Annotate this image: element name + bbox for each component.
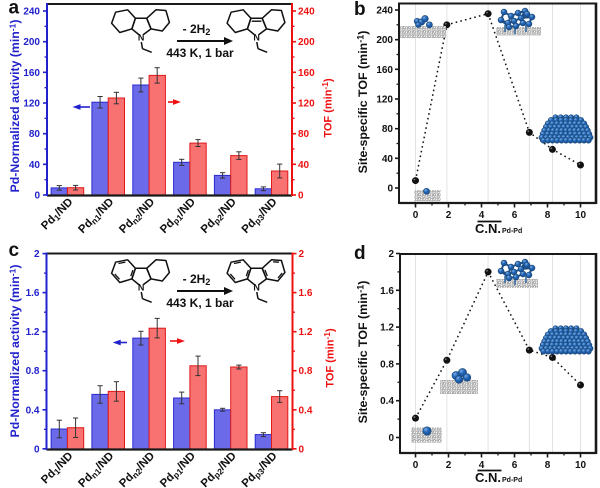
svg-text:200: 200 xyxy=(23,37,40,48)
svg-text:8: 8 xyxy=(545,460,551,471)
svg-text:0: 0 xyxy=(299,444,305,455)
svg-text:1.2: 1.2 xyxy=(380,323,394,334)
svg-text:0: 0 xyxy=(34,444,40,455)
svg-text:1.6: 1.6 xyxy=(299,288,313,299)
svg-text:1.6: 1.6 xyxy=(26,288,40,299)
svg-text:0.4: 0.4 xyxy=(299,405,313,416)
svg-text:N: N xyxy=(253,32,260,42)
svg-text:160: 160 xyxy=(376,65,393,76)
svg-text:0.8: 0.8 xyxy=(299,366,313,377)
svg-text:N: N xyxy=(253,282,260,292)
svg-text:1.2: 1.2 xyxy=(26,327,40,338)
svg-text:Pd-Normalized activity (min-1): Pd-Normalized activity (min-1) xyxy=(8,20,23,193)
svg-text:0: 0 xyxy=(388,433,394,444)
svg-text:40: 40 xyxy=(29,160,41,171)
svg-text:Site-specific TOF (min-1): Site-specific TOF (min-1) xyxy=(356,281,371,424)
svg-text:40: 40 xyxy=(382,154,394,165)
svg-text:6: 6 xyxy=(512,460,518,471)
svg-text:10: 10 xyxy=(575,460,587,471)
svg-text:a: a xyxy=(9,0,20,19)
svg-text:0.4: 0.4 xyxy=(380,396,394,407)
svg-text:4: 4 xyxy=(479,460,485,471)
svg-text:- 2H2: - 2H2 xyxy=(183,22,211,37)
svg-text:N: N xyxy=(138,282,145,292)
svg-text:C.N.: C.N. xyxy=(475,470,501,485)
svg-text:Pd-Normalized activity (min-1): Pd-Normalized activity (min-1) xyxy=(8,265,23,438)
svg-text:120: 120 xyxy=(23,99,40,110)
svg-text:4: 4 xyxy=(479,210,485,221)
svg-text:1.2: 1.2 xyxy=(299,327,313,338)
svg-text:c: c xyxy=(9,240,20,261)
svg-text:240: 240 xyxy=(23,7,40,18)
svg-text:TOF (min-1): TOF (min-1) xyxy=(320,78,335,138)
svg-text:b: b xyxy=(354,0,366,20)
svg-text:0.8: 0.8 xyxy=(380,359,394,370)
svg-text:80: 80 xyxy=(29,129,41,140)
svg-text:120: 120 xyxy=(376,95,393,106)
svg-text:0: 0 xyxy=(413,460,419,471)
svg-text:- 2H2: - 2H2 xyxy=(183,272,211,287)
svg-text:d: d xyxy=(354,243,366,264)
svg-text:0: 0 xyxy=(387,184,393,195)
svg-text:0.4: 0.4 xyxy=(26,405,40,416)
svg-text:N: N xyxy=(138,32,145,42)
svg-text:160: 160 xyxy=(23,68,40,79)
svg-text:80: 80 xyxy=(298,129,310,140)
svg-text:C.N.: C.N. xyxy=(475,221,501,236)
svg-text:2: 2 xyxy=(34,249,40,260)
svg-text:0: 0 xyxy=(34,191,40,202)
svg-text:240: 240 xyxy=(298,7,315,18)
svg-text:6: 6 xyxy=(512,210,518,221)
svg-text:240: 240 xyxy=(376,6,393,17)
svg-text:80: 80 xyxy=(382,124,394,135)
svg-text:TOF (min-1): TOF (min-1) xyxy=(322,328,337,388)
svg-text:2: 2 xyxy=(388,249,394,260)
svg-text:0: 0 xyxy=(413,210,419,221)
svg-text:0: 0 xyxy=(298,191,304,202)
svg-text:Pd-Pd: Pd-Pd xyxy=(502,477,522,484)
svg-text:160: 160 xyxy=(298,68,315,79)
svg-text:2: 2 xyxy=(299,249,305,260)
svg-text:1.6: 1.6 xyxy=(380,286,394,297)
svg-text:10: 10 xyxy=(575,210,587,221)
svg-text:2: 2 xyxy=(446,460,452,471)
svg-text:8: 8 xyxy=(545,210,551,221)
svg-text:200: 200 xyxy=(376,35,393,46)
svg-text:0.8: 0.8 xyxy=(26,366,40,377)
svg-text:443 K, 1 bar: 443 K, 1 bar xyxy=(166,46,234,60)
svg-text:200: 200 xyxy=(298,37,315,48)
svg-text:2: 2 xyxy=(446,210,452,221)
svg-text:443 K, 1 bar: 443 K, 1 bar xyxy=(166,296,234,310)
svg-text:120: 120 xyxy=(298,99,315,110)
svg-text:Site-specific TOF (min-1): Site-specific TOF (min-1) xyxy=(356,31,371,174)
svg-text:Pd-Pd: Pd-Pd xyxy=(502,228,522,235)
svg-text:40: 40 xyxy=(298,160,310,171)
